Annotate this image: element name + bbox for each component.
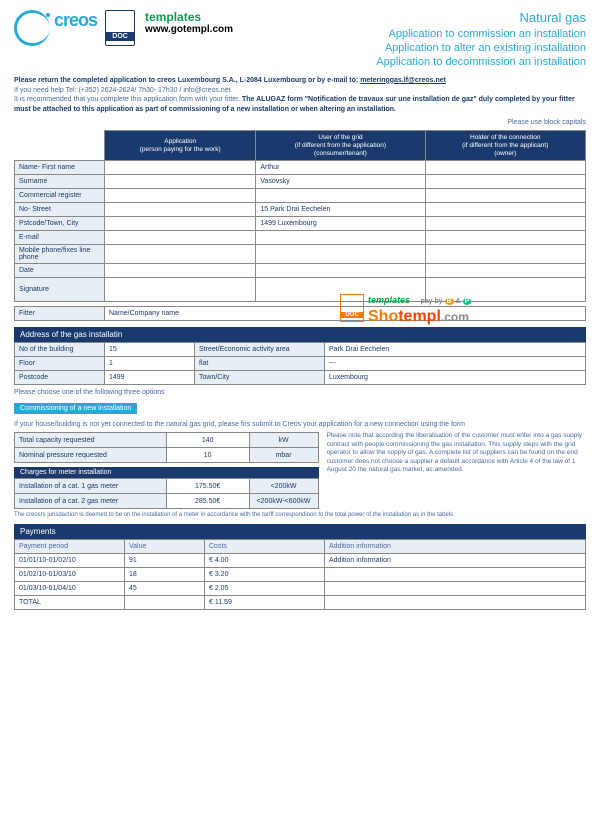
doc-icon-orange [340, 294, 364, 322]
form-page: creos templates www.gotempl.com Natural … [0, 0, 600, 620]
watermark-shotempl: templates pay by B & P Shotempl.com [340, 290, 471, 326]
table-row: 01/01/10-01/02/1091€ 4.00Addition inform… [15, 554, 586, 568]
address-section-title: Address of the gas installatin [14, 327, 586, 342]
th-holder: Holder of the connection(if different fr… [425, 130, 585, 160]
capacity-side-note: Please note that according the liberalis… [327, 432, 586, 509]
table-row: SurnameVasovsky [15, 175, 586, 189]
intro-email: meteringgas.lf@creos.net [360, 77, 446, 84]
charges-title: Charges for meter installation [14, 467, 319, 478]
intro-block: Please return the completed application … [14, 76, 586, 115]
address-table: No of the building15Street/Economic acti… [14, 342, 586, 385]
total-label: TOTAL [15, 596, 125, 610]
intro-1a: Please return the completed application … [14, 77, 360, 84]
table-row: Pstcode/Town, City1499 Luxembourg [15, 217, 586, 231]
payments-title: Payments [14, 524, 586, 539]
logo-block: creos templates www.gotempl.com [14, 10, 233, 70]
intro-2: If you need help Tel: (+352) 2624-2624/ … [14, 87, 231, 94]
brand-name: creos [54, 10, 97, 31]
table-row: Commercial register [15, 189, 586, 203]
payments-table: Payment period Value Costs Addition info… [14, 539, 586, 610]
table-row: 01/02/10-01/03/1018€ 3.20 [15, 568, 586, 582]
options-prompt: Please choose one of the following three… [14, 389, 586, 396]
charges-footnote: The creosrs jurisdaction is deemed to be… [14, 512, 586, 518]
watermark-url: www.gotempl.com [145, 24, 233, 35]
th-user: User of the grid(if different from the a… [256, 130, 425, 160]
fitter-label: Fitter [15, 307, 105, 321]
header: creos templates www.gotempl.com Natural … [14, 10, 586, 70]
total-value: € 11.59 [205, 596, 325, 610]
table-row: No- Street15 Park Drai Eechelen [15, 203, 586, 217]
title-block: Natural gas Application to commission an… [376, 10, 586, 70]
table-row: TOTAL € 11.59 [15, 596, 586, 610]
option-commissioning[interactable]: Commissioning of a new installation [14, 403, 137, 414]
applicant-table: Application(person paying for the work) … [14, 130, 586, 302]
intro-3a: It is recommended that you complete this… [14, 96, 242, 103]
creos-logo-icon [14, 10, 50, 46]
block-capitals-note: Please use block capitals [14, 119, 586, 126]
table-row: Signature [15, 278, 586, 302]
watermark-templates: templates [145, 10, 233, 24]
fitter-table: FitterName/Company name [14, 306, 586, 321]
charges-table: Installation of a cat. 1 gas meter175.50… [14, 478, 319, 509]
title-main: Natural gas [376, 10, 586, 27]
capacity-table: Total capacity requested140kW Nominal pr… [14, 432, 319, 463]
title-line3: Application to decommission an installat… [376, 55, 586, 69]
table-row: Name- First nameArthur [15, 161, 586, 175]
doc-icon [105, 10, 135, 46]
table-row: Mobile phone/fixes line phone [15, 245, 586, 264]
option1-note: If your house/building is not yet connec… [14, 421, 586, 428]
title-line2: Application to alter an existing install… [376, 41, 586, 55]
title-line1: Application to commission an installatio… [376, 27, 586, 41]
table-row: Date [15, 264, 586, 278]
table-row: 01/03/10-01/04/1045€ 2.05 [15, 582, 586, 596]
table-row: E-mail [15, 231, 586, 245]
th-application: Application(person paying for the work) [105, 130, 256, 160]
